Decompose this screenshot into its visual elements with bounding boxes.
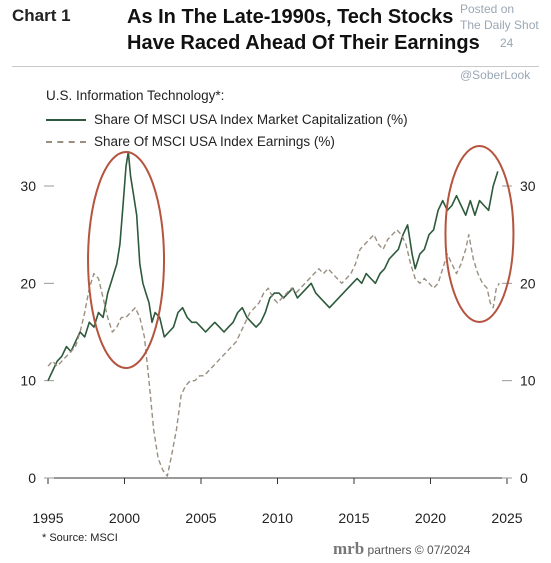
annotation-ellipse-2020s	[444, 145, 515, 323]
brand-logo: mrb	[333, 539, 365, 558]
annotation-ellipse-1990s	[87, 151, 166, 369]
x-tick-label: 2005	[185, 510, 216, 526]
y-tick-label-right: 0	[520, 470, 528, 486]
chart-number: Chart 1	[12, 6, 71, 25]
title-divider	[12, 66, 539, 67]
chart-axes: 1995 2000 2005 2010 2015 2020 2025 0 10 20 30 0 10 20…	[20, 178, 535, 526]
legend-label-earnings: Share Of MSCI USA Index Earnings (%)	[94, 134, 335, 149]
watermark-date: 24	[500, 36, 514, 50]
y-tick-label-left: 0	[28, 470, 36, 486]
y-tick-label-left: 10	[20, 373, 36, 389]
legend-swatch-solid	[46, 118, 86, 121]
credit: mrb partners © 07/2024	[333, 539, 470, 559]
x-tick-label: 2020	[415, 510, 446, 526]
y-tick-label-left: 30	[20, 178, 36, 194]
x-tick-label: 2015	[338, 510, 369, 526]
watermark-posted-on: Posted on	[460, 2, 515, 16]
legend-item-market-cap: Share Of MSCI USA Index Market Capitaliz…	[46, 112, 408, 127]
legend-label-market-cap: Share Of MSCI USA Index Market Capitaliz…	[94, 112, 408, 127]
source-note: * Source: MSCI	[42, 532, 118, 544]
legend-item-earnings: Share Of MSCI USA Index Earnings (%)	[46, 134, 335, 149]
y-tick-label-left: 20	[20, 275, 36, 291]
chart-title-line2: Have Raced Ahead Of Their Earnings	[127, 32, 480, 54]
chart-annotations	[87, 145, 515, 369]
market-cap-share-line	[47, 151, 499, 382]
y-tick-label-right: 10	[520, 373, 536, 389]
watermark-handle: @SoberLook	[460, 68, 531, 82]
earnings-share-line	[47, 229, 500, 477]
y-tick-label-right: 20	[520, 275, 536, 291]
chart-lines	[47, 151, 500, 477]
watermark-publisher: The Daily Shot	[460, 18, 539, 32]
x-tick-label: 2010	[262, 510, 293, 526]
chart-title: As In The Late-1990s, Tech Stocks Have R…	[127, 4, 547, 56]
chart-title-line1: As In The Late-1990s, Tech Stocks	[127, 6, 454, 28]
y-tick-label-right: 30	[520, 178, 536, 194]
credit-text: partners © 07/2024	[367, 543, 471, 557]
x-tick-label: 1995	[32, 510, 63, 526]
legend-title: U.S. Information Technology*:	[46, 88, 225, 103]
x-tick-label: 2025	[491, 510, 522, 526]
x-tick-label: 2000	[109, 510, 140, 526]
legend-swatch-dashed	[46, 140, 86, 143]
